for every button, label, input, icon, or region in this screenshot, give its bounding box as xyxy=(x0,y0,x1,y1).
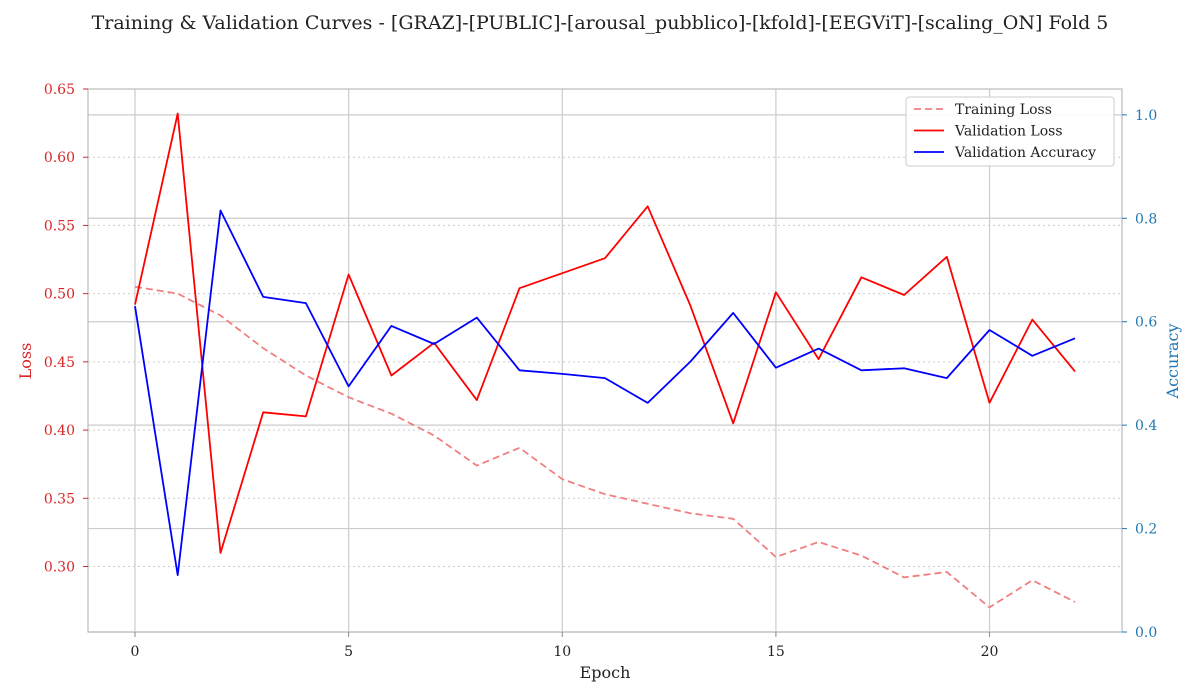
y-left-tick-label: 0.45 xyxy=(44,355,75,371)
x-tick-label: 15 xyxy=(767,644,785,660)
y-left-tick-label: 0.65 xyxy=(44,82,75,98)
x-axis-label: Epoch xyxy=(580,663,631,682)
y-right-tick-label: 0.8 xyxy=(1135,211,1157,227)
y-left-tick-label: 0.40 xyxy=(44,423,75,439)
legend: Training Loss Validation Loss Validation A… xyxy=(905,96,1115,167)
series-validation-accuracy-line xyxy=(134,209,1076,576)
y-right-tick-label: 0.6 xyxy=(1135,315,1157,331)
legend-label-training-loss: Training Loss xyxy=(955,102,1052,118)
x-tick-label: 10 xyxy=(553,644,571,660)
y-axis-left-label: Loss xyxy=(16,343,35,380)
y-left-tick-label: 0.30 xyxy=(44,560,75,576)
series-layer xyxy=(134,112,1076,609)
grid-layer xyxy=(88,88,1122,633)
legend-label-validation-accuracy: Validation Accuracy xyxy=(954,145,1096,161)
x-tick-label: 20 xyxy=(981,644,999,660)
y-right-tick-label: 0.4 xyxy=(1135,418,1157,434)
y-left-tick-label: 0.55 xyxy=(44,218,75,234)
y-axis-right-label: Accuracy xyxy=(1163,324,1182,400)
x-tick-label: 0 xyxy=(131,644,140,660)
plot-frame xyxy=(87,88,1123,633)
chart-title: Training & Validation Curves - [GRAZ]-[P… xyxy=(92,12,1109,34)
y-right-tick-label: 0.0 xyxy=(1135,625,1157,641)
y-right-tick-label: 1.0 xyxy=(1135,108,1157,124)
series-validation-loss-line xyxy=(134,112,1076,554)
legend-box xyxy=(905,96,1115,167)
legend-label-validation-loss: Validation Loss xyxy=(954,124,1063,140)
y-right-tick-label: 0.2 xyxy=(1135,522,1157,538)
x-tick-label: 5 xyxy=(344,644,353,660)
y-left-tick-label: 0.60 xyxy=(44,150,75,166)
ticks-layer: 0 5 10 15 20 0.30 0.35 0.40 0.45 0.50 0.55 0.60 0.65… xyxy=(44,82,1158,660)
series-training-loss-line xyxy=(134,285,1076,609)
y-left-tick-label: 0.35 xyxy=(44,491,75,507)
y-left-tick-label: 0.50 xyxy=(44,287,75,303)
